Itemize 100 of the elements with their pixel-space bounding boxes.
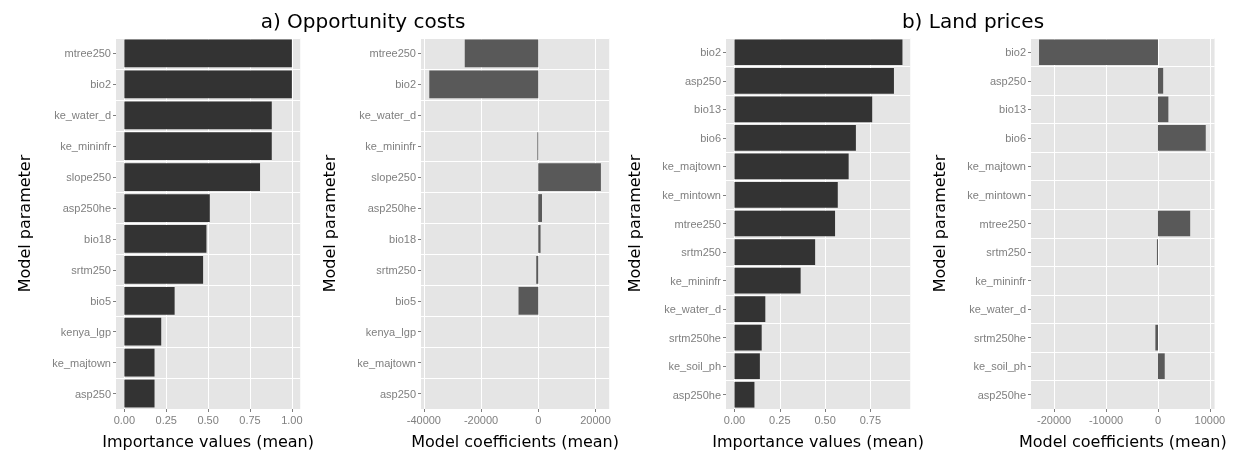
bar (538, 163, 601, 192)
bar (734, 210, 836, 237)
bar (1157, 353, 1165, 380)
text: a) Opportunity costs (259, 8, 467, 34)
bar (734, 39, 903, 66)
y-tick-label: bio2 (90, 78, 111, 91)
y-tick-label: ke_water_d (54, 109, 111, 122)
bar (734, 324, 762, 351)
y-tick-label: mtree250 (979, 217, 1026, 230)
bar (1039, 39, 1158, 66)
bar (124, 132, 272, 161)
y-tick-label: asp250 (684, 74, 721, 87)
y-tick-label: mtree250 (369, 47, 416, 60)
y-tick-label: ke_water_d (969, 303, 1026, 316)
y-tick-label: asp250 (989, 74, 1026, 87)
y-tick-label: asp250he (977, 388, 1026, 401)
bar (124, 286, 175, 315)
y-tick-label: mtree250 (674, 217, 721, 230)
y-tick-label: ke_mininfr (365, 140, 417, 153)
bar (1157, 210, 1191, 237)
y-tick-label: bio13 (694, 103, 721, 116)
x-tick-label: 0 (1154, 413, 1162, 426)
bar (734, 67, 894, 94)
bar (734, 125, 856, 151)
y-tick-label: kenya_lgp (60, 325, 111, 338)
y-tick-label: ke_majtown (52, 356, 111, 369)
bar (518, 286, 539, 315)
y-tick-label: asp250he (62, 202, 111, 215)
y-tick-label: bio18 (84, 232, 111, 245)
bar (734, 239, 816, 265)
y-tick-label: srtm250 (71, 263, 111, 276)
y-tick-label: srtm250 (376, 263, 416, 276)
bar (124, 163, 261, 192)
y-tick-label: ke_mininfr (670, 274, 722, 287)
y-tick-label: bio6 (1005, 131, 1026, 144)
y-tick-label: bio2 (700, 46, 721, 59)
y-tick-label: slope250 (66, 171, 111, 184)
y-tick-label: srtm250he (669, 331, 721, 344)
y-tick-label: bio18 (389, 232, 416, 245)
bar (124, 101, 272, 130)
y-tick-label: srtm250he (974, 331, 1026, 344)
y-tick-label: ke_mininfr (60, 140, 112, 153)
x-tick-label: 10000 (1194, 413, 1226, 426)
bar (538, 225, 541, 253)
y-axis-title: Model parameter (319, 154, 339, 293)
bar (124, 70, 292, 99)
x-tick-label: -20000 (463, 413, 499, 426)
x-tick-label: 0 (535, 413, 542, 426)
x-tick-label: 0.25 (769, 413, 791, 426)
y-axis-title: Model parameter (929, 154, 949, 293)
bar (429, 70, 539, 99)
bar (734, 96, 873, 123)
bar (734, 381, 755, 408)
bar (124, 225, 207, 253)
bar (536, 255, 539, 284)
x-tick-label: 0.50 (197, 413, 219, 426)
x-tick-label: -40000 (406, 413, 441, 426)
y-tick-label: asp250 (379, 387, 416, 400)
y-axis-title: Model parameter (624, 154, 644, 293)
y-tick-label: ke_water_d (359, 109, 416, 122)
y-tick-label: ke_soil_ph (668, 360, 721, 373)
y-tick-label: ke_majtown (662, 160, 721, 173)
y-tick-label: bio2 (395, 78, 416, 91)
y-tick-label: kenya_lgp (365, 325, 416, 338)
x-axis-title: Importance values (mean) (102, 431, 314, 451)
x-tick-label: 0.00 (723, 413, 746, 426)
bar (734, 296, 766, 322)
bar (124, 194, 210, 222)
bar (124, 39, 292, 68)
y-tick-label: asp250he (367, 202, 416, 215)
x-axis-title: Model coefficients (mean) (411, 431, 619, 451)
bar (734, 267, 801, 294)
bar (1155, 324, 1158, 351)
y-tick-label: ke_majtown (357, 356, 416, 369)
x-tick-label: -10000 (1088, 413, 1124, 426)
bar (124, 348, 155, 377)
bar (1157, 125, 1206, 151)
x-tick-label: -20000 (1036, 413, 1072, 426)
x-tick-label: 0.00 (113, 413, 136, 426)
y-tick-label: ke_soil_ph (973, 360, 1026, 373)
x-tick-label: 0.75 (859, 413, 882, 426)
text: b) Land prices (900, 8, 1046, 34)
y-tick-label: bio5 (395, 294, 416, 307)
x-tick-label: 0.50 (814, 413, 836, 426)
y-tick-label: ke_mintown (967, 188, 1026, 201)
bar (1157, 67, 1164, 94)
y-tick-label: mtree250 (64, 47, 111, 60)
x-axis-title: Importance values (mean) (712, 431, 924, 451)
bar (124, 379, 155, 408)
y-tick-label: slope250 (371, 171, 416, 184)
x-tick-label: 0.25 (155, 413, 177, 426)
bar (538, 194, 542, 222)
x-tick-label: 20000 (580, 413, 611, 426)
y-tick-label: ke_mintown (662, 188, 721, 201)
y-tick-label: srtm250 (681, 246, 721, 259)
y-tick-label: ke_majtown (967, 160, 1026, 173)
y-tick-label: bio13 (999, 103, 1026, 116)
bar (124, 317, 162, 346)
bar (464, 39, 539, 68)
y-tick-label: ke_water_d (664, 303, 721, 316)
